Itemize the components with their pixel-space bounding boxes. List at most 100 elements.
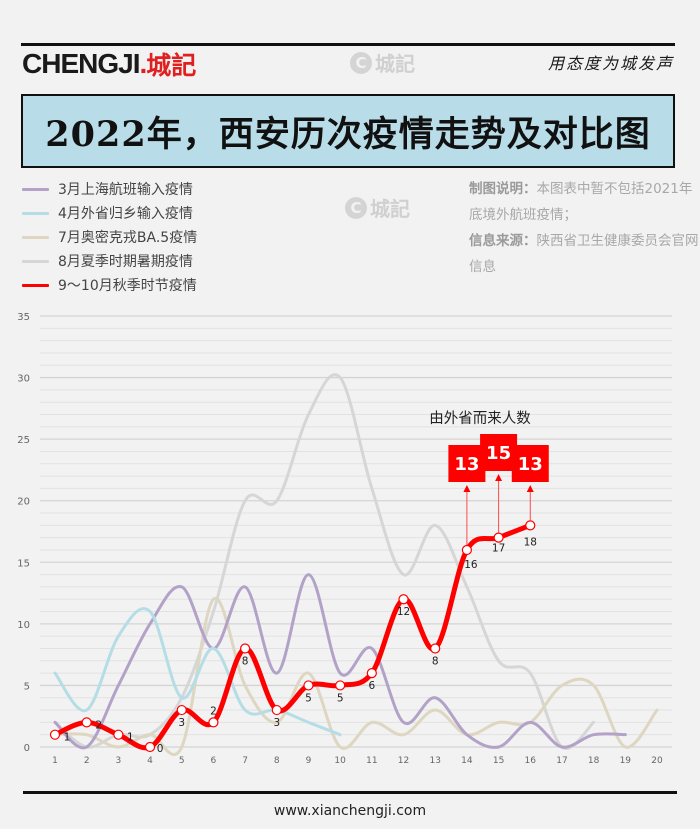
x-tick-label: 2 bbox=[84, 756, 90, 766]
page-title: 2022年，西安历次疫情走势及对比图 bbox=[45, 113, 651, 155]
x-tick-label: 18 bbox=[588, 756, 600, 766]
legend-item: 7月奥密克戎BA.5疫情 bbox=[22, 225, 197, 249]
data-point-marker bbox=[144, 741, 156, 753]
annotation-title: 由外省而来人数 bbox=[429, 410, 531, 427]
x-tick-label: 4 bbox=[147, 756, 153, 766]
data-label: 0 bbox=[157, 743, 164, 755]
data-label: 8 bbox=[242, 655, 249, 667]
y-tick-label: 5 bbox=[24, 681, 30, 692]
data-label: 17 bbox=[492, 543, 505, 555]
notes-source: 陕西省卫生健康委员会官网信息 bbox=[469, 233, 699, 275]
data-point-marker bbox=[398, 594, 409, 605]
data-label: 18 bbox=[524, 536, 537, 548]
y-tick-label: 15 bbox=[17, 558, 30, 569]
series-line-4 bbox=[52, 522, 533, 751]
x-tick-label: 5 bbox=[179, 756, 185, 766]
data-point-marker bbox=[113, 729, 124, 740]
series-line-0 bbox=[53, 573, 627, 750]
chart-notes: 制图说明：本图表中暂不包括2021年底境外航班疫情； 信息来源：陕西省卫生健康委… bbox=[469, 176, 699, 280]
data-label: 16 bbox=[464, 559, 478, 571]
data-point-marker bbox=[49, 729, 61, 740]
y-tick-label: 0 bbox=[24, 743, 30, 754]
logo-text-cn: 城記 bbox=[146, 52, 197, 80]
data-label: 3 bbox=[178, 717, 185, 729]
slogan: 用态度为城发声 bbox=[547, 54, 674, 73]
annotation-value: 15 bbox=[486, 443, 511, 464]
arrow-up-icon bbox=[495, 474, 503, 481]
watermark-text: 城記 bbox=[375, 52, 415, 76]
data-point-marker bbox=[271, 704, 282, 716]
data-label: 8 bbox=[432, 655, 439, 667]
annotation-value-box bbox=[448, 445, 486, 482]
data-point-marker bbox=[208, 717, 219, 728]
data-point-marker bbox=[335, 680, 346, 691]
y-tick-label: 20 bbox=[17, 497, 30, 508]
x-tick-label: 10 bbox=[334, 756, 346, 766]
watermark-c-icon: C bbox=[345, 196, 367, 219]
legend-label: 3月上海航班输入疫情 bbox=[58, 182, 193, 198]
notes-label-source: 信息来源： bbox=[469, 233, 537, 249]
legend-swatch-icon bbox=[22, 211, 49, 215]
data-label: 1 bbox=[127, 732, 134, 744]
legend-swatch-icon bbox=[22, 259, 49, 263]
x-tick-label: 1 bbox=[52, 756, 58, 766]
data-point-marker bbox=[81, 717, 92, 728]
x-tick-label: 6 bbox=[211, 756, 217, 766]
x-tick-label: 14 bbox=[461, 756, 473, 766]
x-tick-label: 9 bbox=[306, 756, 312, 766]
legend-swatch-icon bbox=[22, 187, 49, 191]
watermark-c-icon: C bbox=[350, 51, 372, 74]
data-point-marker bbox=[461, 544, 472, 556]
legend-item: 3月上海航班输入疫情 bbox=[22, 177, 197, 201]
x-tick-label: 3 bbox=[116, 756, 122, 766]
arrow-up-icon bbox=[463, 485, 471, 492]
y-tick-label: 25 bbox=[17, 435, 30, 446]
data-label: 5 bbox=[337, 692, 344, 704]
data-point-marker bbox=[176, 704, 187, 716]
legend-swatch-icon bbox=[22, 283, 49, 287]
legend-item: 9～10月秋季时节疫情 bbox=[22, 273, 197, 297]
data-point-marker bbox=[493, 532, 504, 543]
legend-label: 7月奥密克戎BA.5疫情 bbox=[58, 230, 198, 246]
legend-swatch-icon bbox=[22, 235, 49, 239]
data-label: 5 bbox=[305, 692, 312, 704]
arrow-up-icon bbox=[526, 485, 534, 492]
footer-url[interactable]: www.xianchengji.com bbox=[273, 803, 427, 819]
watermark-middle: C 城記 bbox=[345, 193, 410, 222]
data-point-marker bbox=[525, 520, 536, 531]
title-banner: 2022年，西安历次疫情走势及对比图 bbox=[21, 94, 675, 168]
annotation-value: 13 bbox=[518, 454, 543, 475]
watermark-top: C 城記 bbox=[350, 48, 415, 77]
legend-label: 8月夏季时期暑期疫情 bbox=[58, 254, 193, 270]
x-tick-label: 13 bbox=[429, 756, 440, 766]
legend-label: 4月外省归乡输入疫情 bbox=[58, 206, 193, 222]
logo-text-en: CHENGJI bbox=[22, 48, 140, 79]
x-tick-label: 20 bbox=[651, 756, 663, 766]
data-label: 2 bbox=[210, 705, 217, 717]
data-point-marker bbox=[430, 643, 441, 654]
x-tick-label: 8 bbox=[274, 756, 280, 766]
legend-item: 8月夏季时期暑期疫情 bbox=[22, 249, 197, 273]
data-label: 12 bbox=[397, 606, 410, 618]
bottom-rule bbox=[23, 791, 677, 794]
top-rule bbox=[21, 43, 675, 46]
logo-dot: . bbox=[139, 48, 147, 79]
chengji-logo: CHENGJI. 城記 bbox=[22, 47, 196, 81]
data-point-marker bbox=[240, 643, 251, 654]
legend-label: 9～10月秋季时节疫情 bbox=[58, 278, 197, 294]
data-point-marker bbox=[303, 680, 314, 691]
data-point-marker bbox=[366, 668, 377, 679]
watermark-text: 城記 bbox=[370, 197, 410, 221]
notes-description: 本图表中暂不包括2021年底境外航班疫情； bbox=[469, 181, 693, 223]
data-label: 2 bbox=[95, 719, 102, 731]
y-tick-label: 35 bbox=[17, 312, 30, 323]
notes-label-description: 制图说明： bbox=[469, 181, 537, 197]
y-tick-label: 30 bbox=[17, 374, 30, 385]
series-line-2 bbox=[53, 596, 659, 757]
data-label: 6 bbox=[368, 680, 375, 692]
data-label: 3 bbox=[273, 717, 280, 729]
x-tick-label: 7 bbox=[242, 756, 248, 766]
annotation-value-box bbox=[511, 445, 549, 482]
x-tick-label: 19 bbox=[620, 756, 632, 766]
